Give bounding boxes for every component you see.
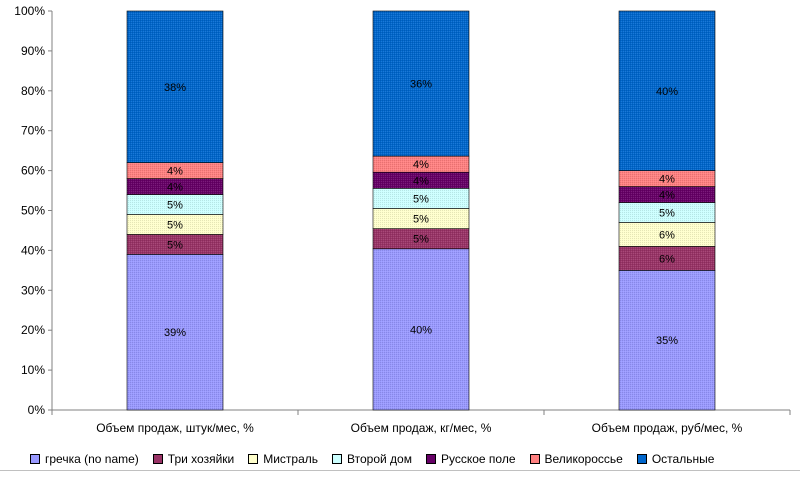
y-tick-label: 40% — [21, 243, 45, 257]
y-tick-label: 10% — [21, 363, 45, 377]
legend-swatch — [425, 454, 436, 464]
y-tick-label: 100% — [14, 4, 45, 18]
legend-label: Второй дом — [347, 452, 412, 466]
data-label: 5% — [413, 234, 429, 246]
chart-legend: гречка (no name) Три хозяйки Мистраль Второ… — [30, 450, 790, 468]
data-label: 5% — [413, 214, 429, 226]
data-label: 38% — [164, 82, 186, 94]
y-tick-label: 70% — [21, 124, 45, 138]
legend-label: Три хозяйки — [167, 452, 235, 466]
data-label: 4% — [659, 174, 675, 186]
bar-segment — [126, 10, 224, 163]
legend-label: гречка (no name) — [45, 452, 139, 466]
y-tick-label: 0% — [28, 403, 46, 417]
data-label: 4% — [167, 182, 183, 194]
y-tick-label: 20% — [21, 323, 45, 337]
data-label: 40% — [410, 324, 432, 336]
y-tick-label: 60% — [21, 164, 45, 178]
category-label: Объем продаж, штук/мес, % — [96, 421, 254, 435]
legend-swatch — [152, 454, 163, 464]
data-label: 5% — [167, 239, 183, 251]
data-label: 5% — [167, 219, 183, 231]
data-label: 35% — [656, 335, 678, 347]
data-label: 5% — [659, 207, 675, 219]
data-label: 4% — [413, 175, 429, 187]
data-label: 6% — [659, 229, 675, 241]
legend-label: Великороссье — [544, 452, 623, 466]
legend-label: Русское поле — [440, 452, 516, 466]
y-tick-label: 80% — [21, 84, 45, 98]
category-label: Объем продаж, руб/мес, % — [592, 421, 743, 435]
legend-label: Остальные — [651, 452, 715, 466]
legend-swatch — [30, 454, 40, 464]
data-label: 40% — [656, 86, 678, 98]
data-label: 6% — [659, 253, 675, 265]
bar-segment — [372, 10, 470, 157]
bar-segment — [618, 10, 716, 171]
data-label: 39% — [164, 327, 186, 339]
category-label: Объем продаж, кг/мес, % — [351, 421, 492, 435]
y-tick-label: 90% — [21, 44, 45, 58]
data-label: 4% — [413, 159, 429, 171]
legend-item: Русское поле — [425, 452, 516, 466]
legend-item: Второй дом — [332, 452, 412, 466]
legend-swatch — [529, 454, 540, 464]
legend-item: Остальные — [636, 452, 715, 466]
y-tick-label: 30% — [21, 283, 45, 297]
data-label: 36% — [410, 79, 432, 91]
data-label: 5% — [167, 200, 183, 212]
legend-item: гречка (no name) — [30, 452, 139, 466]
legend-swatch — [332, 454, 343, 464]
divider — [0, 470, 800, 471]
legend-swatch — [636, 454, 647, 464]
legend-item: Великороссье — [529, 452, 623, 466]
data-label: 4% — [659, 190, 675, 202]
legend-label: Мистраль — [263, 452, 319, 466]
y-tick-label: 50% — [21, 204, 45, 218]
legend-item: Мистраль — [248, 452, 318, 466]
bar-segment — [372, 248, 470, 411]
bar-segment — [126, 254, 224, 411]
data-label: 4% — [167, 166, 183, 178]
bar-segment — [618, 270, 716, 411]
legend-item: Три хозяйки — [152, 452, 235, 466]
data-label: 5% — [413, 193, 429, 205]
legend-swatch — [248, 454, 259, 464]
